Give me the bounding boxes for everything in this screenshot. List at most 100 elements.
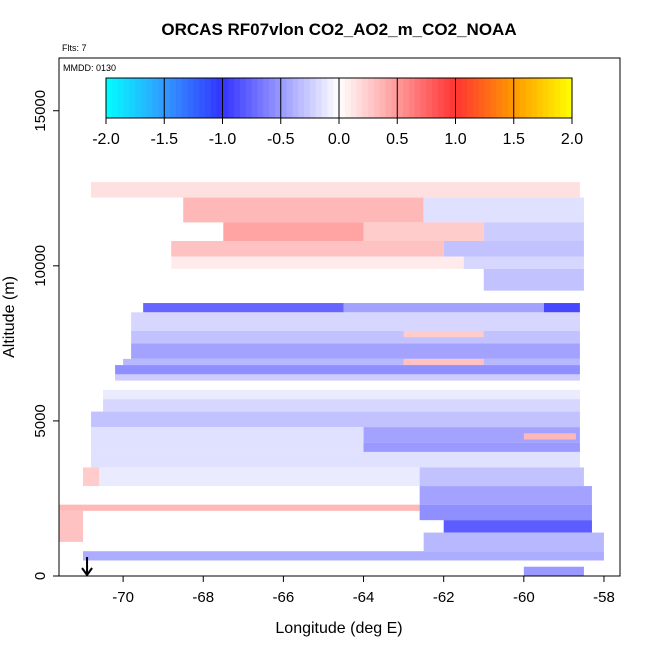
y-tick-label: 10000 [32, 245, 49, 287]
colorbar-swatch [239, 78, 247, 118]
colorbar-swatch [484, 78, 492, 118]
colorbar-swatch [257, 78, 264, 118]
heatmap-cell [91, 411, 580, 428]
colorbar-tick-label: 1.5 [503, 131, 525, 148]
colorbar-swatch [135, 78, 142, 118]
x-axis-ticks: -70 -68 -66 -64 -62 -60 -58 [112, 576, 615, 606]
colorbar-tick-label: 2.0 [561, 131, 583, 148]
colorbar-swatch [566, 78, 573, 118]
colorbar-swatch [548, 78, 556, 118]
heatmap-cell [103, 399, 580, 412]
colorbar-tick-label: -2.0 [92, 131, 120, 148]
colorbar-swatch [187, 78, 194, 118]
colorbar-swatch [280, 78, 288, 118]
colorbar-swatch [210, 78, 218, 118]
colorbar-swatch [408, 78, 416, 118]
colorbar-swatch [315, 78, 323, 118]
heatmap-cell [131, 330, 580, 344]
x-tick-label: -70 [112, 589, 134, 606]
heatmap-cell [171, 256, 464, 269]
heatmap-cell [423, 197, 584, 223]
heatmap-cell [183, 197, 424, 223]
colorbar-swatch [537, 78, 544, 118]
colorbar-swatch [438, 78, 445, 118]
chart-title: ORCAS RF07vlon CO2_AO2_m_CO2_NOAA [161, 20, 516, 39]
x-tick-label: -64 [353, 589, 375, 606]
colorbar-swatch [123, 78, 130, 118]
heatmap-cell [143, 303, 344, 313]
heatmap-cell [423, 532, 604, 552]
colorbar-swatch [420, 78, 427, 118]
colorbar-swatch [158, 78, 165, 118]
heatmap-cell [443, 241, 584, 257]
colorbar-swatch [362, 78, 369, 118]
colorbar-swatch [531, 78, 538, 118]
colorbar-swatch [117, 78, 125, 118]
heatmap-cell [343, 303, 544, 313]
colorbar-swatch [344, 78, 352, 118]
colorbar-swatch [146, 78, 154, 118]
x-tick-label: -62 [433, 589, 455, 606]
colorbar-swatch [129, 78, 136, 118]
x-tick-label: -66 [273, 589, 295, 606]
colorbar-swatch [513, 78, 521, 118]
heatmap-cells [59, 182, 604, 576]
colorbar-swatch [373, 78, 381, 118]
flights-annotation: Flts: 7 [62, 43, 87, 53]
heatmap-cell [131, 312, 580, 331]
colorbar-swatch [321, 78, 328, 118]
colorbar-swatch [350, 78, 358, 118]
arrow-marker [81, 557, 93, 577]
colorbar-swatch [385, 78, 393, 118]
colorbar-swatch [391, 78, 398, 118]
colorbar-tick-label: -1.5 [150, 131, 178, 148]
heatmap-cell [403, 330, 484, 338]
colorbar-swatch [175, 78, 183, 118]
colorbar-swatch [449, 78, 457, 118]
x-tick-label: -68 [192, 589, 214, 606]
colorbar-swatch [274, 78, 282, 118]
colorbar-swatch [205, 78, 212, 118]
colorbar-tick-label: 0.5 [386, 131, 408, 148]
heatmap-cell [115, 365, 580, 375]
colorbar-swatch [525, 78, 532, 118]
heatmap-cell [543, 303, 580, 313]
heatmap-cell [91, 427, 364, 452]
colorbar-swatch [216, 78, 224, 118]
colorbar-swatch [170, 78, 177, 118]
heatmap-cell [83, 551, 604, 561]
heatmap-cell [363, 442, 580, 452]
colorbar-swatch [507, 78, 515, 118]
heatmap-cell [123, 358, 580, 366]
colorbar-swatch [397, 78, 404, 118]
colorbar-swatch [554, 78, 561, 118]
colorbar-swatch [199, 78, 206, 118]
colorbar-swatch [327, 78, 334, 118]
heatmap-cell [483, 222, 584, 242]
colorbar-swatch [356, 78, 363, 118]
colorbar-swatch [292, 78, 299, 118]
x-axis-label: Longitude (deg E) [275, 620, 402, 637]
colorbar-swatch [111, 78, 119, 118]
colorbar-swatch [502, 78, 509, 118]
colorbar-swatch [432, 78, 439, 118]
heatmap-cell [115, 374, 580, 381]
heatmap-cell [523, 433, 576, 440]
y-axis-ticks: 0 5000 10000 15000 [32, 90, 59, 580]
heatmap-cell [419, 467, 584, 487]
plot-frame [58, 57, 621, 577]
colorbar-tick-label: -1.0 [209, 131, 237, 148]
colorbar-swatch [414, 78, 422, 118]
colorbar-swatch [245, 78, 253, 118]
colorbar-swatch [106, 78, 113, 118]
heatmap-cell [463, 256, 584, 269]
colorbar-swatch [519, 78, 526, 118]
heatmap-cell [443, 520, 592, 533]
heatmap-cell [403, 358, 484, 366]
colorbar-swatch [140, 78, 148, 118]
colorbar-swatch [490, 78, 497, 118]
colorbar-swatch [298, 78, 305, 118]
colorbar-swatch [152, 78, 160, 118]
heatmap-cell [91, 182, 580, 198]
